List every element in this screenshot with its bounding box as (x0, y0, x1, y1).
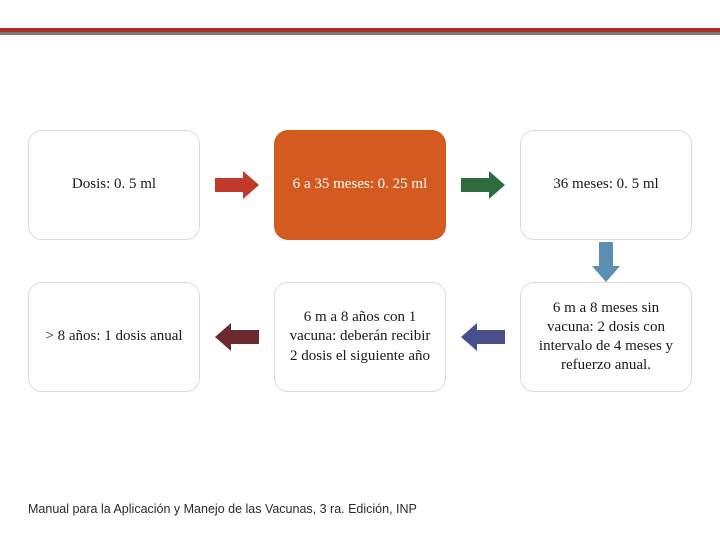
arrow-shaft (215, 178, 243, 192)
header-accent-gray (0, 32, 720, 35)
box-sin-label: 6 m a 8 meses sin vacuna: 2 dosis con in… (533, 299, 679, 376)
arrow-right-2 (461, 171, 505, 199)
arrow-left-2 (215, 323, 259, 351)
flow-row-2: > 8 años: 1 dosis anual 6 m a 8 años con… (28, 282, 692, 392)
arrow-left-1 (461, 323, 505, 351)
box-dosis: Dosis: 0. 5 ml (28, 130, 200, 240)
box-dosis-label: Dosis: 0. 5 ml (72, 175, 156, 194)
box-6a35-label: 6 a 35 meses: 0. 25 ml (293, 175, 428, 194)
box-con1: 6 m a 8 años con 1 vacuna: deberán recib… (274, 282, 446, 392)
arrow-head-icon (592, 266, 620, 282)
arrow-shaft (599, 242, 613, 266)
footer-citation: Manual para la Aplicación y Manejo de la… (28, 502, 417, 516)
box-36meses: 36 meses: 0. 5 ml (520, 130, 692, 240)
box-36meses-label: 36 meses: 0. 5 ml (553, 175, 658, 194)
arrow-shaft (477, 330, 505, 344)
box-gt8: > 8 años: 1 dosis anual (28, 282, 200, 392)
arrow-shaft (461, 178, 489, 192)
arrow-shaft (231, 330, 259, 344)
flow-diagram: Dosis: 0. 5 ml 6 a 35 meses: 0. 25 ml 36… (28, 130, 692, 392)
arrow-head-icon (243, 171, 259, 199)
box-con1-label: 6 m a 8 años con 1 vacuna: deberán recib… (287, 308, 433, 366)
arrow-down-1 (592, 242, 620, 282)
arrow-head-icon (489, 171, 505, 199)
header-accent (0, 28, 720, 38)
arrow-head-icon (461, 323, 477, 351)
box-gt8-label: > 8 años: 1 dosis anual (45, 327, 182, 346)
arrow-head-icon (215, 323, 231, 351)
arrow-right-1 (215, 171, 259, 199)
box-sin: 6 m a 8 meses sin vacuna: 2 dosis con in… (520, 282, 692, 392)
flow-row-1: Dosis: 0. 5 ml 6 a 35 meses: 0. 25 ml 36… (28, 130, 692, 240)
box-6a35: 6 a 35 meses: 0. 25 ml (274, 130, 446, 240)
